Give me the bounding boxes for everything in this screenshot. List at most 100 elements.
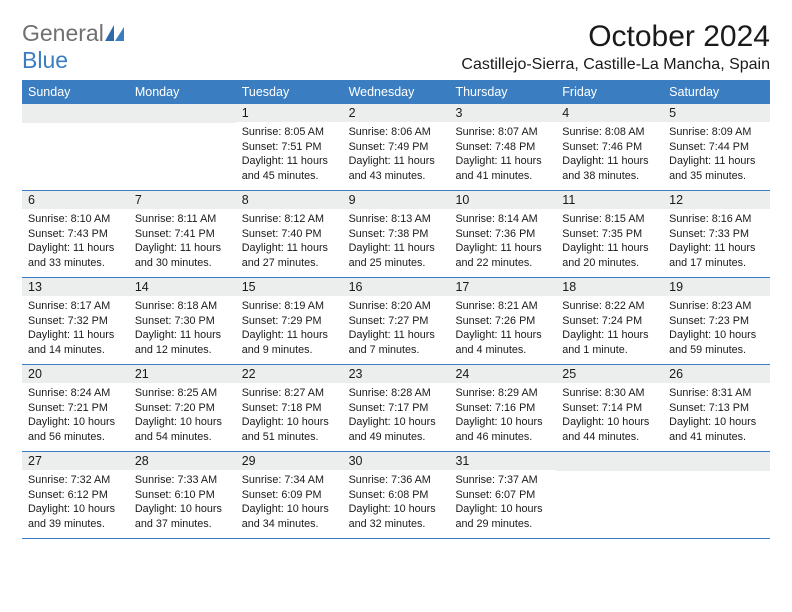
day-content: Sunrise: 8:20 AMSunset: 7:27 PMDaylight:… <box>343 296 450 361</box>
week-row: 13Sunrise: 8:17 AMSunset: 7:32 PMDayligh… <box>22 278 770 365</box>
day-line: and 27 minutes. <box>242 256 337 271</box>
logo-sail-icon <box>105 25 125 46</box>
day-line: Sunset: 7:51 PM <box>242 140 337 155</box>
day-number: 13 <box>22 278 129 296</box>
day-number: 26 <box>663 365 770 383</box>
day-line: Sunrise: 8:07 AM <box>455 125 550 140</box>
day-content: Sunrise: 8:09 AMSunset: 7:44 PMDaylight:… <box>663 122 770 187</box>
day-number: 3 <box>449 104 556 122</box>
day-number: 15 <box>236 278 343 296</box>
day-cell: 27Sunrise: 7:32 AMSunset: 6:12 PMDayligh… <box>22 452 129 538</box>
day-number: 10 <box>449 191 556 209</box>
day-cell <box>22 104 129 190</box>
day-line: Sunrise: 8:20 AM <box>349 299 444 314</box>
day-line: Sunrise: 8:28 AM <box>349 386 444 401</box>
day-line: Sunset: 7:27 PM <box>349 314 444 329</box>
day-line: Daylight: 11 hours <box>242 328 337 343</box>
day-number: 7 <box>129 191 236 209</box>
day-number: 18 <box>556 278 663 296</box>
day-line: Daylight: 11 hours <box>242 154 337 169</box>
day-cell: 29Sunrise: 7:34 AMSunset: 6:09 PMDayligh… <box>236 452 343 538</box>
day-number <box>22 104 129 123</box>
day-cell: 17Sunrise: 8:21 AMSunset: 7:26 PMDayligh… <box>449 278 556 364</box>
day-line: Daylight: 11 hours <box>455 241 550 256</box>
day-content: Sunrise: 7:36 AMSunset: 6:08 PMDaylight:… <box>343 470 450 535</box>
day-number: 6 <box>22 191 129 209</box>
day-line: Sunrise: 8:17 AM <box>28 299 123 314</box>
logo-text-wrap: General Blue <box>22 20 125 74</box>
day-line: Sunrise: 8:06 AM <box>349 125 444 140</box>
day-cell: 30Sunrise: 7:36 AMSunset: 6:08 PMDayligh… <box>343 452 450 538</box>
day-line: Sunrise: 8:31 AM <box>669 386 764 401</box>
day-content: Sunrise: 8:29 AMSunset: 7:16 PMDaylight:… <box>449 383 556 448</box>
day-line: Sunrise: 8:08 AM <box>562 125 657 140</box>
day-line: Sunset: 7:18 PM <box>242 401 337 416</box>
week-row: 1Sunrise: 8:05 AMSunset: 7:51 PMDaylight… <box>22 104 770 191</box>
day-content: Sunrise: 8:05 AMSunset: 7:51 PMDaylight:… <box>236 122 343 187</box>
day-cell <box>129 104 236 190</box>
day-content: Sunrise: 7:34 AMSunset: 6:09 PMDaylight:… <box>236 470 343 535</box>
day-line: Sunrise: 7:37 AM <box>455 473 550 488</box>
day-line: Sunset: 7:44 PM <box>669 140 764 155</box>
dayname-wed: Wednesday <box>343 80 450 104</box>
day-content: Sunrise: 8:11 AMSunset: 7:41 PMDaylight:… <box>129 209 236 274</box>
day-number: 20 <box>22 365 129 383</box>
day-line: Sunset: 6:07 PM <box>455 488 550 503</box>
day-cell: 24Sunrise: 8:29 AMSunset: 7:16 PMDayligh… <box>449 365 556 451</box>
day-line: Sunset: 7:16 PM <box>455 401 550 416</box>
day-cell: 15Sunrise: 8:19 AMSunset: 7:29 PMDayligh… <box>236 278 343 364</box>
day-cell: 19Sunrise: 8:23 AMSunset: 7:23 PMDayligh… <box>663 278 770 364</box>
day-line: and 12 minutes. <box>135 343 230 358</box>
day-line: Sunrise: 8:15 AM <box>562 212 657 227</box>
day-content: Sunrise: 8:23 AMSunset: 7:23 PMDaylight:… <box>663 296 770 361</box>
day-line: and 49 minutes. <box>349 430 444 445</box>
day-line: and 7 minutes. <box>349 343 444 358</box>
day-line: and 43 minutes. <box>349 169 444 184</box>
day-content: Sunrise: 8:14 AMSunset: 7:36 PMDaylight:… <box>449 209 556 274</box>
day-line: Daylight: 11 hours <box>349 154 444 169</box>
day-content: Sunrise: 7:33 AMSunset: 6:10 PMDaylight:… <box>129 470 236 535</box>
day-line: Sunset: 7:29 PM <box>242 314 337 329</box>
day-content: Sunrise: 8:07 AMSunset: 7:48 PMDaylight:… <box>449 122 556 187</box>
day-line: and 37 minutes. <box>135 517 230 532</box>
week-row: 6Sunrise: 8:10 AMSunset: 7:43 PMDaylight… <box>22 191 770 278</box>
day-cell <box>663 452 770 538</box>
day-line: Daylight: 11 hours <box>242 241 337 256</box>
day-line: Sunset: 7:35 PM <box>562 227 657 242</box>
day-cell: 18Sunrise: 8:22 AMSunset: 7:24 PMDayligh… <box>556 278 663 364</box>
day-content: Sunrise: 8:12 AMSunset: 7:40 PMDaylight:… <box>236 209 343 274</box>
day-line: and 29 minutes. <box>455 517 550 532</box>
day-line: Sunrise: 8:24 AM <box>28 386 123 401</box>
day-content: Sunrise: 8:06 AMSunset: 7:49 PMDaylight:… <box>343 122 450 187</box>
dayname-row: Sunday Monday Tuesday Wednesday Thursday… <box>22 80 770 104</box>
day-number: 5 <box>663 104 770 122</box>
day-line: and 17 minutes. <box>669 256 764 271</box>
day-line: Daylight: 10 hours <box>242 415 337 430</box>
day-line: Daylight: 11 hours <box>28 241 123 256</box>
day-line: and 20 minutes. <box>562 256 657 271</box>
day-line: Sunrise: 8:16 AM <box>669 212 764 227</box>
day-content: Sunrise: 8:28 AMSunset: 7:17 PMDaylight:… <box>343 383 450 448</box>
day-line: Daylight: 10 hours <box>242 502 337 517</box>
day-line: Sunset: 7:24 PM <box>562 314 657 329</box>
day-line: Daylight: 10 hours <box>669 328 764 343</box>
day-number: 23 <box>343 365 450 383</box>
day-line: and 33 minutes. <box>28 256 123 271</box>
day-line: Sunset: 7:36 PM <box>455 227 550 242</box>
page-header: General Blue October 2024 Castillejo-Sie… <box>22 20 770 74</box>
day-number <box>556 452 663 471</box>
weeks-container: 1Sunrise: 8:05 AMSunset: 7:51 PMDaylight… <box>22 104 770 539</box>
day-line: and 46 minutes. <box>455 430 550 445</box>
day-line: Sunset: 7:41 PM <box>135 227 230 242</box>
day-line: Sunset: 7:38 PM <box>349 227 444 242</box>
day-line: Sunrise: 8:18 AM <box>135 299 230 314</box>
day-line: and 59 minutes. <box>669 343 764 358</box>
day-cell: 1Sunrise: 8:05 AMSunset: 7:51 PMDaylight… <box>236 104 343 190</box>
day-line: Daylight: 10 hours <box>349 415 444 430</box>
day-content <box>22 123 129 130</box>
day-line: Daylight: 10 hours <box>562 415 657 430</box>
day-cell: 20Sunrise: 8:24 AMSunset: 7:21 PMDayligh… <box>22 365 129 451</box>
day-line: Daylight: 11 hours <box>135 241 230 256</box>
day-cell: 10Sunrise: 8:14 AMSunset: 7:36 PMDayligh… <box>449 191 556 277</box>
day-content: Sunrise: 8:30 AMSunset: 7:14 PMDaylight:… <box>556 383 663 448</box>
